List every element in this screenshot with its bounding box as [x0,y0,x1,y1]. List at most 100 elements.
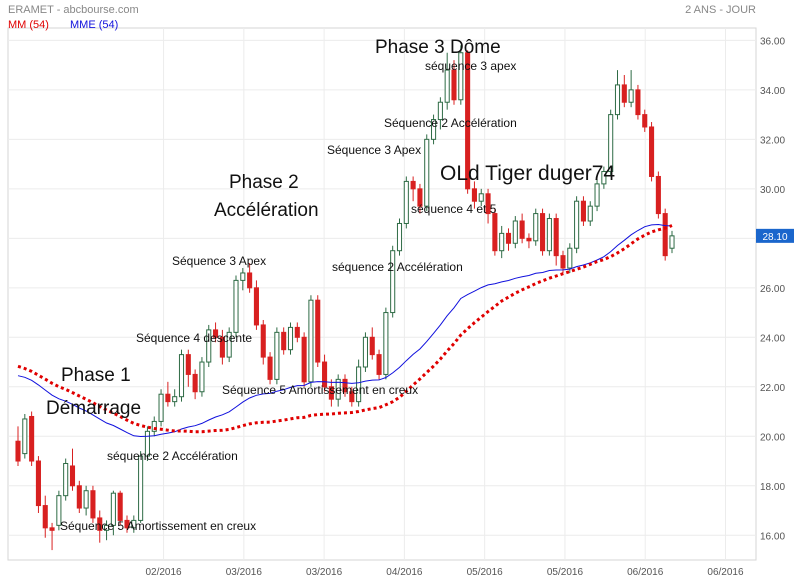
candle-up [533,213,539,242]
candle-down [260,324,266,358]
candle-up [362,336,368,368]
candle-up [274,331,280,380]
y-tick-label: 32.00 [760,135,785,146]
x-tick-label: 06/2016 [627,567,664,578]
annotation-phase2-acceleration: Accélération [214,200,319,221]
candle-up [403,180,409,224]
annotation-phase3-dome: Phase 3 Dôme [375,37,501,58]
candle-down [97,517,103,531]
x-tick-label: 05/2016 [467,567,504,578]
series-mme-line [17,223,673,438]
candle-up [206,329,212,363]
candle-down [117,492,123,521]
candle-down [165,393,171,403]
candle-up [574,200,580,249]
candle-up [601,171,607,185]
candle-up [608,114,614,173]
candle-down [90,490,96,519]
candle-up [178,354,185,398]
chart-period: 2 ANS - JOUR [685,4,756,16]
candle-down [349,391,355,403]
candle-down [485,193,491,215]
legend-mme: MME (54) [70,19,118,31]
candle-down [124,519,130,529]
annotation-phase1: Phase 1 [61,365,131,386]
candle-up [104,524,110,531]
y-tick-label: 18.00 [760,482,785,493]
candle-down [417,188,423,207]
annotations: Phase 3 Dôme séquence 3 apex Séquence 2 … [46,37,615,533]
candle-down [662,213,668,257]
candle-down [492,213,498,252]
candle-up [396,222,403,252]
candle-up [83,490,89,509]
y-tick-label: 22.00 [760,383,785,394]
candle-down [649,126,655,177]
candle-up [110,492,116,526]
candle-down [519,220,525,239]
candle-up [158,393,164,422]
annotation-demarrage: Démarrage [46,398,141,419]
candle-down [471,188,477,202]
candle-up [614,84,621,116]
candle-up [287,326,294,351]
candle-down [655,175,661,215]
candle-down [410,180,416,190]
candle-up [628,89,634,103]
candle-up [233,279,239,333]
annotation-sequence2-acceleration-phase3: Séquence 2 Accélération [384,116,517,130]
candle-down [185,354,191,375]
candle-down [465,52,471,190]
y-tick-label: 30.00 [760,185,785,196]
candle-up [499,232,505,252]
candle-up [151,420,157,432]
annotation-sequence3-apex-mid: Séquence 3 Apex [327,143,421,157]
candle-up [138,455,144,521]
candle-down [281,331,287,351]
candle-down [560,255,566,269]
x-tick-label: 06/2016 [707,567,744,578]
candle-down [76,485,82,509]
y-tick-label: 24.00 [760,333,785,344]
candle-down [219,336,225,358]
y-tick-label: 20.00 [760,432,785,443]
candle-up [546,218,552,252]
x-axis: 02/2016 03/2016 03/2016 04/2016 05/2016 05/20… [145,567,744,578]
candle-up [390,250,396,314]
candle-up [669,235,675,249]
candle-down [15,440,21,462]
candle-down [29,415,35,462]
candle-up [567,247,573,269]
candle-up [437,101,443,121]
x-tick-label: 02/2016 [145,567,182,578]
candle-up [587,205,593,222]
candle-down [342,378,348,393]
x-tick-label: 03/2016 [226,567,263,578]
annotation-sequence4-5: séquence 4 et 5 [411,202,497,216]
candle-down [451,69,457,101]
candle-down [315,299,321,363]
candle-down [642,114,648,128]
candle-down [526,237,532,242]
candle-up [22,418,28,455]
annotation-sequence5-amortissement-phase1: Séquence 5 Amortissement en creux [60,519,256,533]
candle-up [240,272,246,281]
legend-mm: MM (54) [8,19,49,31]
candle-down [580,200,586,222]
candle-down [635,89,641,116]
x-tick-label: 03/2016 [306,567,343,578]
candle-up [444,69,450,103]
candle-down [294,326,300,338]
candle-down [192,373,198,393]
candle-down [322,361,328,388]
x-tick-label: 05/2016 [547,567,584,578]
annotation-sequence2-acceleration-phase2: séquence 2 Accélération [332,260,463,274]
candle-up [458,52,464,101]
candle-up [63,462,69,497]
candle-down [69,465,76,487]
last-price-badge [756,228,794,243]
last-price-value: 28.10 [762,232,787,243]
candle-up [478,193,484,202]
y-tick-label: 34.00 [760,86,785,97]
